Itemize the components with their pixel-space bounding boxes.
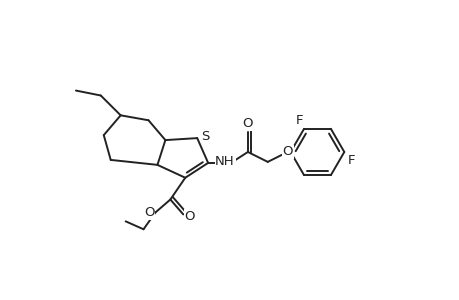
Text: O: O [282,146,292,158]
Text: O: O [144,206,154,219]
Text: S: S [201,130,209,142]
Text: F: F [295,114,302,127]
Text: F: F [347,154,354,167]
Text: O: O [242,117,252,130]
Text: NH: NH [215,155,235,168]
Text: O: O [184,210,194,223]
